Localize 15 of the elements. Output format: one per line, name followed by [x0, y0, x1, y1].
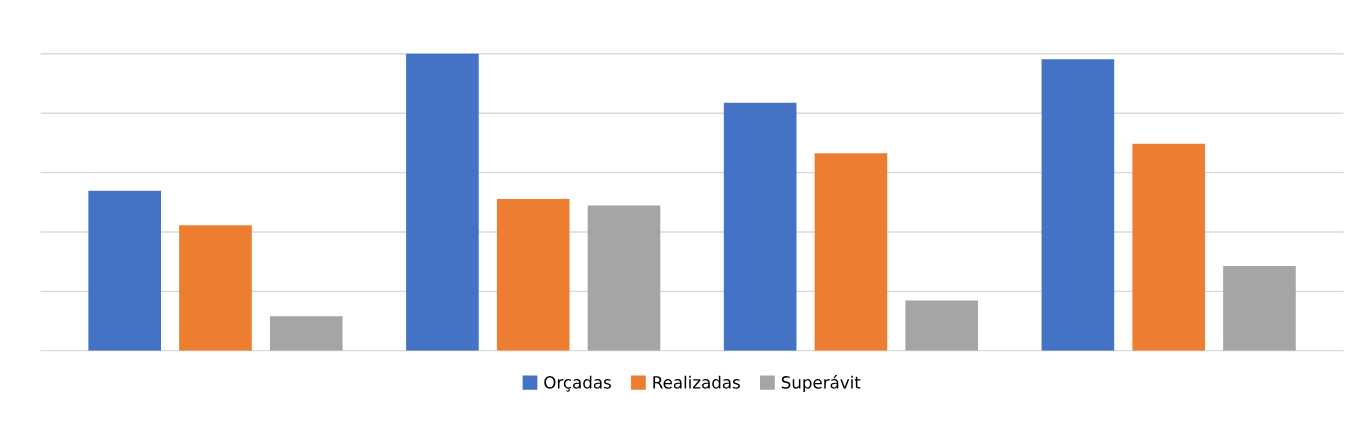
bar	[1041, 59, 1115, 351]
bar	[1223, 266, 1296, 351]
bar	[814, 153, 888, 351]
bar	[88, 190, 161, 351]
legend-label: Superávit	[781, 375, 861, 392]
bar	[269, 316, 343, 351]
bar	[1132, 143, 1205, 351]
bar	[587, 205, 661, 351]
bar	[496, 199, 570, 351]
bar	[723, 102, 797, 351]
bar	[905, 300, 979, 351]
legend-label: Orçadas	[544, 375, 611, 392]
legend-label: Realizadas	[653, 375, 740, 389]
bar	[179, 225, 252, 351]
bar	[406, 53, 479, 351]
